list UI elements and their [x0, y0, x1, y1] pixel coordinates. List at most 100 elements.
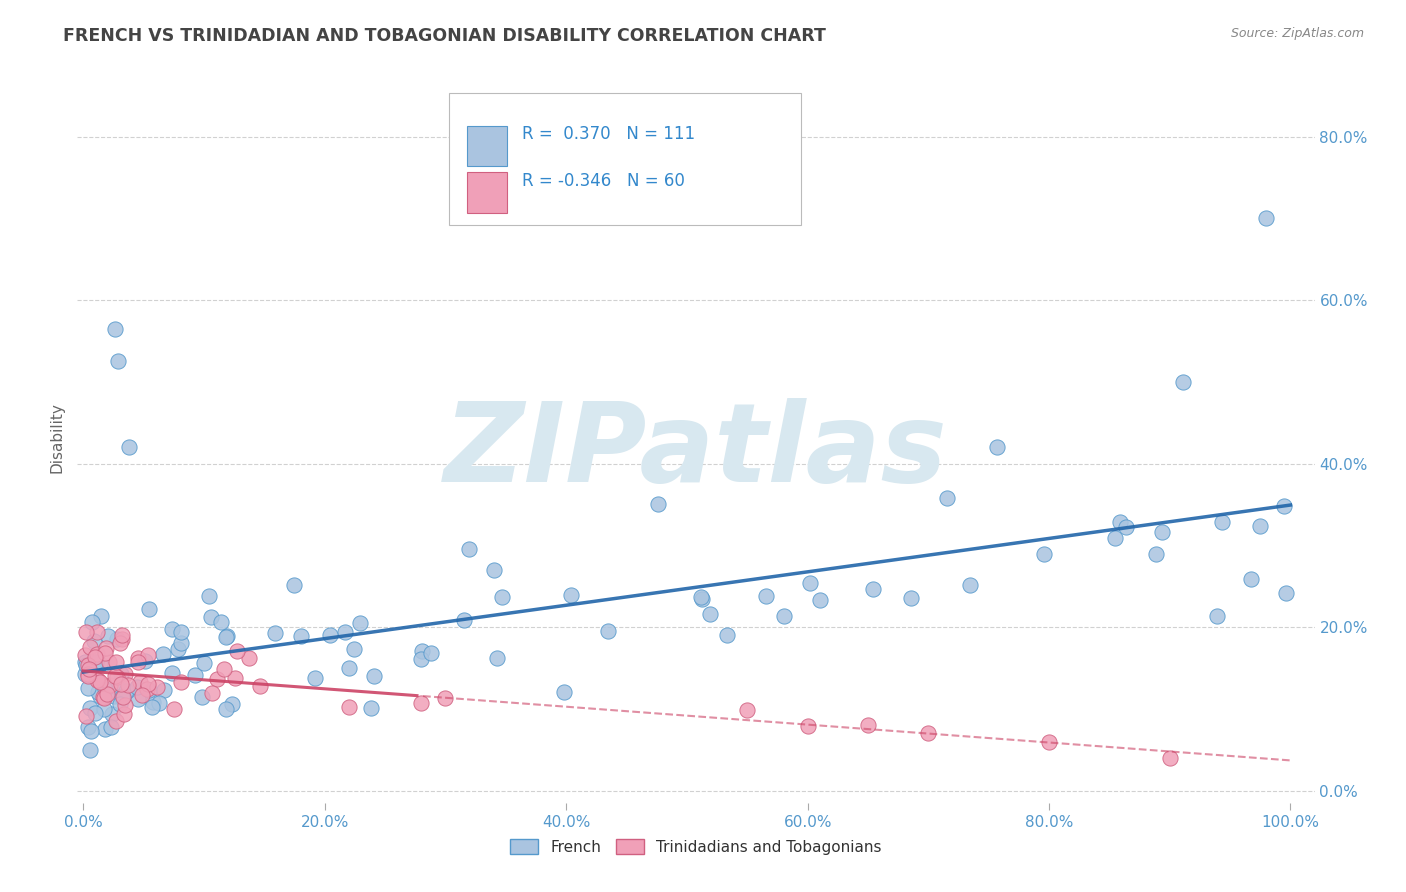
- French: [77, 720, 100, 734]
- Y-axis label: Disability: Disability: [49, 401, 65, 473]
- French: [89, 689, 111, 703]
- French: [264, 625, 287, 640]
- French: [183, 668, 205, 682]
- Trinidadians and Tobagonians: [224, 671, 246, 685]
- Trinidadians and Tobagonians: [135, 681, 157, 696]
- French: [959, 578, 981, 592]
- French: [160, 665, 183, 680]
- Trinidadians and Tobagonians: [105, 670, 128, 684]
- French: [93, 701, 115, 715]
- Trinidadians and Tobagonians: [856, 718, 879, 732]
- Trinidadians and Tobagonians: [76, 666, 98, 681]
- Trinidadians and Tobagonians: [87, 673, 110, 687]
- French: [1256, 211, 1278, 226]
- French: [80, 668, 103, 682]
- Trinidadians and Tobagonians: [145, 680, 167, 694]
- Trinidadians and Tobagonians: [214, 662, 236, 676]
- French: [100, 720, 122, 734]
- Trinidadians and Tobagonians: [86, 673, 108, 687]
- French: [166, 642, 188, 657]
- French: [290, 629, 312, 643]
- Trinidadians and Tobagonians: [86, 625, 108, 640]
- French: [87, 685, 110, 699]
- Trinidadians and Tobagonians: [77, 662, 100, 676]
- French: [148, 696, 170, 710]
- French: [110, 667, 132, 681]
- French: [419, 646, 441, 660]
- French: [191, 690, 214, 705]
- Trinidadians and Tobagonians: [114, 666, 136, 681]
- Trinidadians and Tobagonians: [96, 641, 118, 656]
- French: [716, 628, 738, 642]
- French: [83, 634, 105, 648]
- French: [304, 671, 326, 685]
- French: [75, 655, 97, 669]
- French: [170, 625, 193, 640]
- French: [105, 632, 128, 647]
- French: [134, 654, 156, 668]
- French: [110, 690, 132, 704]
- Trinidadians and Tobagonians: [170, 675, 193, 690]
- Trinidadians and Tobagonians: [79, 640, 101, 655]
- French: [170, 636, 193, 650]
- Text: FRENCH VS TRINIDADIAN AND TOBAGONIAN DISABILITY CORRELATION CHART: FRENCH VS TRINIDADIAN AND TOBAGONIAN DIS…: [63, 27, 827, 45]
- French: [773, 609, 796, 624]
- Trinidadians and Tobagonians: [93, 646, 115, 660]
- Trinidadians and Tobagonians: [98, 678, 121, 692]
- French: [862, 582, 884, 596]
- Trinidadians and Tobagonians: [434, 691, 457, 706]
- Trinidadians and Tobagonians: [238, 651, 260, 665]
- French: [343, 642, 366, 657]
- Trinidadians and Tobagonians: [917, 726, 939, 740]
- French: [117, 683, 139, 698]
- FancyBboxPatch shape: [449, 94, 801, 225]
- Trinidadians and Tobagonians: [105, 714, 128, 728]
- Trinidadians and Tobagonians: [77, 658, 100, 673]
- Trinidadians and Tobagonians: [110, 636, 132, 650]
- French: [409, 651, 432, 665]
- Trinidadians and Tobagonians: [111, 632, 134, 647]
- Trinidadians and Tobagonians: [205, 673, 228, 687]
- French: [107, 354, 129, 368]
- French: [485, 651, 508, 665]
- French: [491, 590, 513, 604]
- Trinidadians and Tobagonians: [1038, 734, 1060, 748]
- French: [75, 658, 97, 673]
- Trinidadians and Tobagonians: [89, 675, 111, 690]
- Trinidadians and Tobagonians: [75, 709, 97, 723]
- Text: Source: ZipAtlas.com: Source: ZipAtlas.com: [1230, 27, 1364, 40]
- French: [127, 692, 149, 706]
- Trinidadians and Tobagonians: [117, 678, 139, 692]
- French: [986, 440, 1008, 454]
- French: [80, 723, 103, 738]
- French: [1108, 515, 1130, 529]
- Trinidadians and Tobagonians: [249, 679, 271, 693]
- French: [115, 684, 138, 698]
- Text: R = -0.346   N = 60: R = -0.346 N = 60: [522, 172, 685, 190]
- French: [160, 622, 183, 636]
- Trinidadians and Tobagonians: [1159, 751, 1181, 765]
- French: [73, 667, 96, 681]
- Text: R =  0.370   N = 111: R = 0.370 N = 111: [522, 125, 695, 143]
- French: [107, 681, 129, 695]
- Trinidadians and Tobagonians: [84, 650, 107, 665]
- French: [89, 657, 111, 671]
- Legend: French, Trinidadians and Tobagonians: French, Trinidadians and Tobagonians: [505, 833, 887, 861]
- Trinidadians and Tobagonians: [138, 648, 160, 662]
- French: [647, 497, 669, 511]
- French: [482, 563, 505, 577]
- Trinidadians and Tobagonians: [93, 690, 115, 704]
- French: [1249, 519, 1271, 533]
- French: [360, 700, 382, 714]
- French: [1115, 520, 1137, 534]
- French: [699, 607, 721, 621]
- Trinidadians and Tobagonians: [111, 628, 134, 642]
- Trinidadians and Tobagonians: [86, 647, 108, 661]
- French: [142, 696, 165, 710]
- French: [453, 614, 475, 628]
- French: [363, 669, 385, 683]
- French: [690, 591, 713, 606]
- French: [108, 697, 131, 711]
- French: [141, 700, 163, 714]
- French: [200, 610, 222, 624]
